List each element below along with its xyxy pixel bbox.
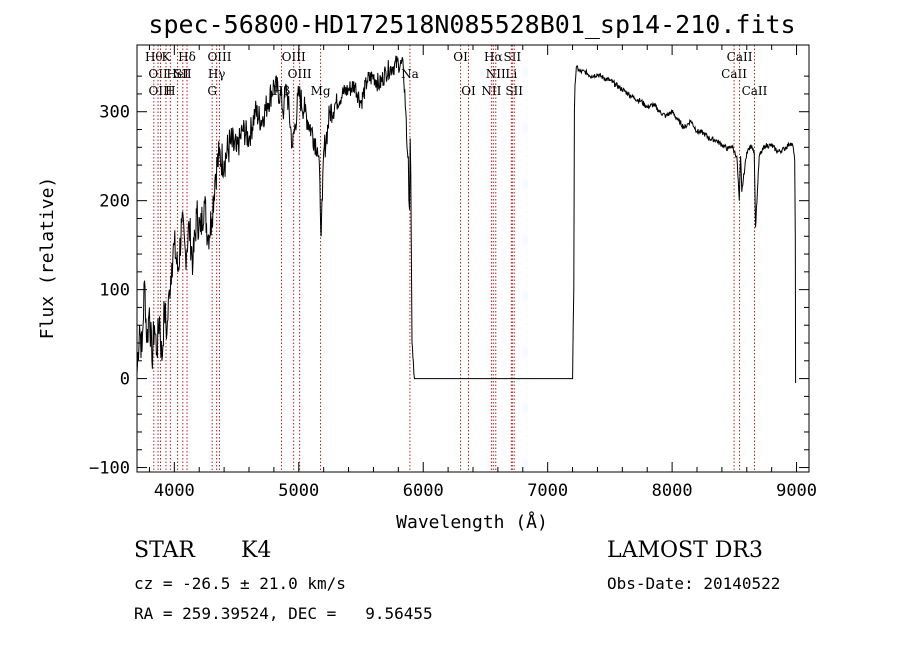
spectral-line-label: OII [148, 67, 168, 81]
x-axis-ticks: 4000 5000 6000 7000 8000 9000 [148, 45, 817, 501]
spectral-line-label: OIII [207, 50, 231, 64]
x-tick-label: 6000 [403, 481, 444, 501]
y-tick-label: 200 [99, 192, 130, 212]
spectral-line-label: Na [401, 67, 419, 81]
spectral-line-label: K [162, 50, 172, 64]
spectral-line-label: Li [505, 67, 517, 81]
spectral-line-label: G [207, 84, 217, 98]
plot-frame [136, 44, 810, 473]
spectral-line-label: SII [505, 84, 523, 98]
spectral-line-label: Hγ [208, 67, 226, 81]
spectral-line-label: CaII [727, 50, 753, 64]
observation-date: Obs-Date: 20140522 [607, 574, 781, 593]
spectral-line-label: H [165, 84, 175, 98]
y-tick-label: 300 [99, 103, 130, 123]
spectral-line-label: SII [174, 67, 192, 81]
spectral-line-label: NII [486, 67, 506, 81]
flux-line [136, 55, 797, 384]
y-tick-label: 0 [120, 370, 130, 390]
spectrum-plot: spec-56800-HD172518N085528B01_sp14-210.f… [37, 10, 817, 533]
spectral-line-label: HeI [166, 67, 189, 81]
spectral-line-label: OIII [148, 84, 172, 98]
spectral-lines: HθOIIOIIIKHHeISIIHδGHγOIIIHβOIIIOIIIMgNa… [145, 45, 768, 472]
x-axis-label: Wavelength (Å) [396, 511, 548, 533]
spectral-line-label: Hθ [145, 50, 163, 64]
ra-dec: RA = 259.39524, DEC = 9.56455 [134, 604, 433, 623]
y-tick-label: 100 [99, 281, 130, 301]
y-axis-ticks: −100 0 100 200 300 [89, 75, 809, 479]
spectral-line-label: CaII [742, 84, 768, 98]
x-tick-label: 7000 [527, 481, 568, 501]
spectral-line-label: Hδ [178, 50, 196, 64]
spectral-line-label: SII [503, 50, 521, 64]
spectral-line-label: CaII [721, 67, 747, 81]
y-tick-label: −100 [89, 459, 130, 479]
redshift-cz: cz = -26.5 ± 21.0 km/s [134, 574, 346, 593]
object-subclass: K4 [241, 538, 272, 563]
object-class: STAR [134, 538, 195, 563]
spectral-line-label: OIII [282, 50, 306, 64]
x-tick-label: 8000 [652, 481, 693, 501]
x-tick-label: 4000 [154, 481, 195, 501]
spectral-line-label: OI [461, 84, 476, 98]
spectral-line-label: OI [453, 50, 468, 64]
x-tick-label: 9000 [776, 481, 817, 501]
chart-title: spec-56800-HD172518N085528B01_sp14-210.f… [148, 10, 795, 39]
x-tick-label: 5000 [278, 481, 319, 501]
spectral-line-label: NII [481, 84, 501, 98]
survey-name: LAMOST DR3 [607, 538, 763, 563]
spectral-line-label: Mg [311, 84, 331, 98]
y-axis-label: Flux (relative) [37, 177, 58, 340]
spectral-line-label: OIII [288, 67, 312, 81]
spectrum-series [136, 55, 797, 384]
spectral-line-label: Hα [484, 50, 503, 64]
